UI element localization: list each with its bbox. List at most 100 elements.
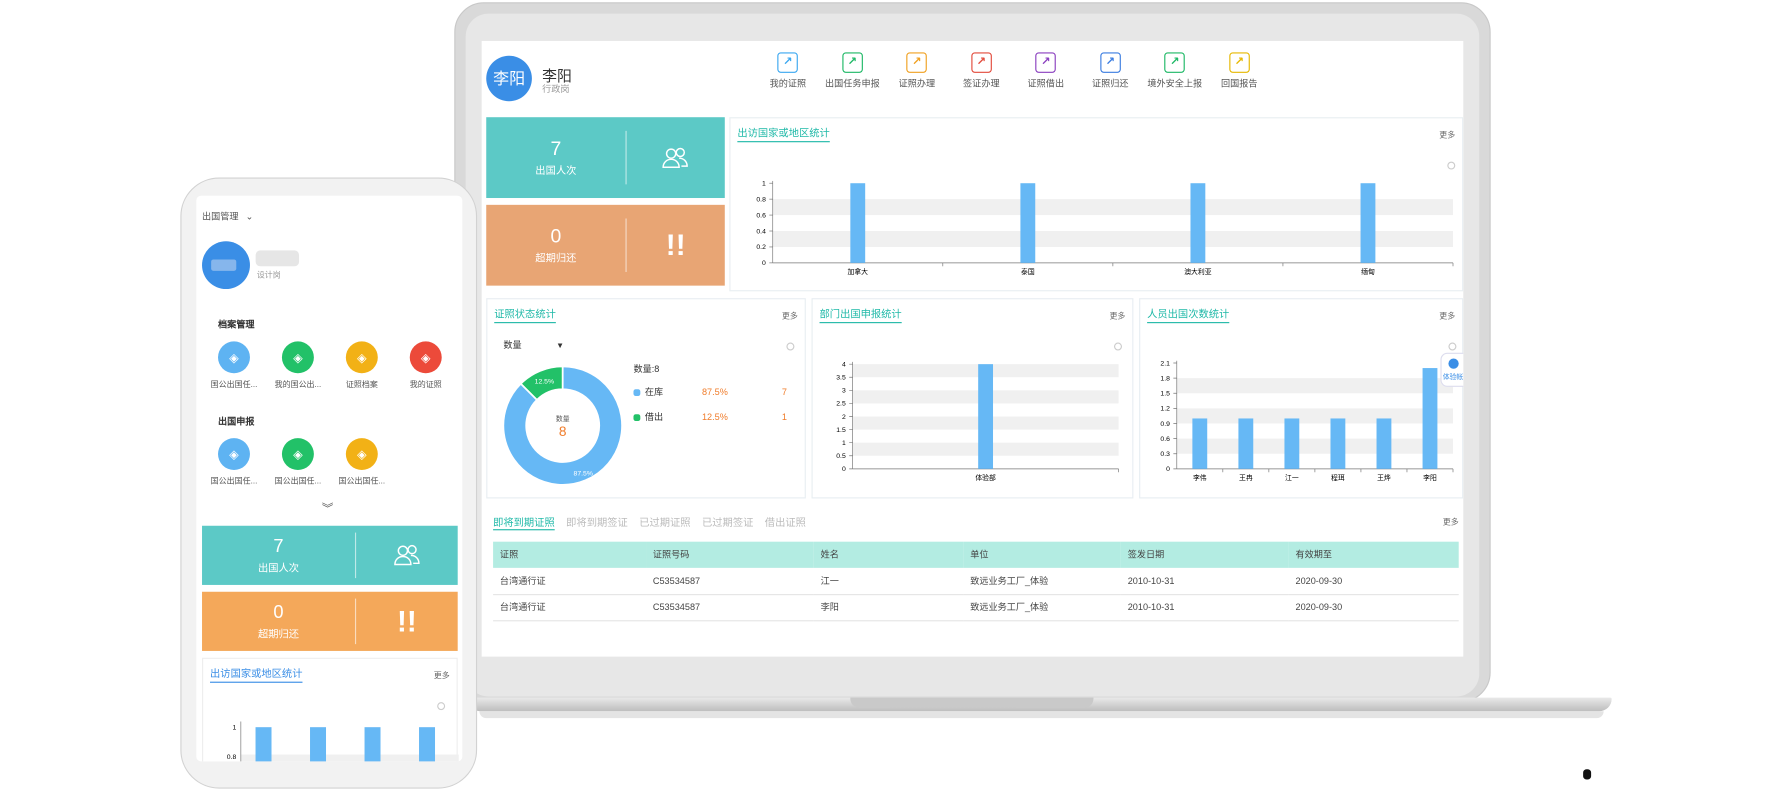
double-chevron-down-icon[interactable]: ︾ — [321, 502, 334, 516]
y-tick-label: 4 — [842, 361, 846, 368]
y-tick-label: 1 — [762, 181, 766, 188]
quick-nav-item[interactable]: ↗ 境外安全上报 — [1143, 52, 1207, 90]
quick-nav-item[interactable]: ↗ 出国任务申报 — [820, 52, 884, 90]
cert-status-title[interactable]: 证照状态统计 — [494, 306, 556, 324]
quick-nav-label: 证照办理 — [898, 78, 936, 89]
y-tick-label: 0 — [842, 466, 846, 473]
x-tick-label: 王冉 — [1239, 473, 1253, 482]
bar — [310, 727, 327, 762]
phone-avatar[interactable] — [202, 241, 250, 290]
table-tab[interactable]: 借出证照 — [764, 516, 806, 529]
cert-donut-chart: 87.5% 12.5% 数量8 — [502, 365, 623, 486]
x-tick-label: 李阳 — [1423, 473, 1437, 482]
bar — [1238, 418, 1254, 469]
quick-nav-label: 境外安全上报 — [1147, 78, 1203, 89]
dept-chart-title[interactable]: 部门出国申报统计 — [819, 306, 902, 324]
y-tick-label: 0.8 — [756, 196, 766, 203]
quick-nav-item[interactable]: ↗ 签证办理 — [949, 52, 1013, 90]
bar — [1360, 183, 1376, 263]
overdue-tile[interactable]: 0 超期归还 !! — [486, 204, 725, 286]
trips-label: 出国人次 — [535, 165, 577, 177]
phone-overdue-tile[interactable]: 0 超期归还 !! — [202, 591, 458, 651]
trend-up-icon: ↗ — [1164, 52, 1186, 73]
cert-more-link[interactable]: 更多 — [781, 312, 798, 321]
quick-nav-item[interactable]: ↗ 回国报告 — [1207, 52, 1271, 90]
table-cell: C53534587 — [646, 594, 814, 621]
table-cell: 致远业务工厂_体验 — [963, 594, 1121, 621]
table-row[interactable]: 台湾通行证 C53534587 李阳 致远业务工厂_体验 2010-10-31 2020-… — [493, 594, 1459, 621]
column-header[interactable]: 姓名 — [813, 541, 964, 568]
phone-app-item[interactable]: ◈ 国公出国任... — [202, 438, 266, 487]
grid-band — [240, 754, 459, 762]
trend-up-icon: ↗ — [906, 52, 928, 73]
phone-trips-count: 7 — [273, 536, 284, 556]
table-row[interactable]: 台湾通行证 C53534587 江一 致远业务工厂_体验 2010-10-31 2020-… — [493, 567, 1459, 595]
layers-icon: ◈ — [281, 341, 314, 374]
quick-nav-label: 签证办理 — [963, 78, 1000, 89]
metric-dropdown[interactable]: 数量 ▼ — [503, 339, 564, 352]
column-header[interactable]: 有效期至 — [1288, 541, 1459, 568]
phone-trips-tile[interactable]: 7 出国人次 — [202, 525, 458, 585]
phone-app-item[interactable]: ◈ 证照档案 — [330, 341, 394, 390]
layers-icon: ◈ — [218, 438, 250, 470]
quick-nav: ↗ 我的证照 ↗ 出国任务申报 ↗ 证照办理 ↗ 签证办理 ↗ 证照借出 ↗ 证照归还 ↗ 境外安全上报 ↗… — [756, 52, 1272, 90]
table-cell: 江一 — [813, 567, 964, 595]
trend-up-icon: ↗ — [971, 52, 992, 73]
phone-app-item[interactable]: ◈ 我的国公出... — [266, 341, 330, 390]
country-more-link[interactable]: 更多 — [1439, 132, 1456, 140]
side-experience-tab[interactable]: 体验帐 — [1440, 352, 1464, 387]
phone-card-title[interactable]: 出访国家或地区统计 — [210, 666, 303, 683]
y-tick-label: 0 — [1166, 466, 1170, 473]
quick-nav-label: 证照归还 — [1092, 78, 1129, 89]
column-header[interactable]: 单位 — [963, 541, 1121, 568]
phone-bar-chart: 10.8 — [227, 721, 459, 762]
quick-nav-item[interactable]: ↗ 证照办理 — [885, 52, 949, 90]
laptop-base-shadow — [479, 711, 1604, 719]
info-icon[interactable] — [1447, 161, 1456, 170]
country-chart-title[interactable]: 出访国家或地区统计 — [737, 125, 830, 143]
phone-overdue-label: 超期归还 — [257, 627, 300, 639]
legend-swatch — [633, 413, 641, 421]
legend-item[interactable]: 借出 12.5% 1 — [633, 411, 793, 424]
table-tab[interactable]: 即将到期签证 — [566, 516, 628, 529]
table-tab[interactable]: 已过期证照 — [639, 516, 691, 529]
avatar[interactable]: 李阳 — [486, 55, 532, 102]
table-tab[interactable]: 已过期签证 — [702, 516, 754, 529]
y-tick-label: 1.5 — [1160, 391, 1170, 398]
x-tick-label: 澳大利亚 — [1184, 267, 1212, 276]
phone-more-link[interactable]: 更多 — [433, 672, 450, 681]
x-tick-label: 体验部 — [975, 473, 996, 482]
table-tab[interactable]: 即将到期证照 — [493, 514, 555, 531]
dept-more-link[interactable]: 更多 — [1109, 312, 1126, 321]
overdue-count: 0 — [550, 225, 562, 247]
legend-item[interactable]: 在库 87.5% 7 — [633, 386, 793, 399]
column-header[interactable]: 证照 — [493, 541, 647, 568]
info-icon[interactable] — [1448, 342, 1457, 351]
metric-dropdown-value: 数量 — [503, 340, 522, 351]
info-icon[interactable] — [437, 702, 446, 711]
quick-nav-item[interactable]: ↗ 证照借出 — [1014, 52, 1078, 90]
person-chart-title[interactable]: 人员出国次数统计 — [1147, 306, 1230, 324]
phone-app-item[interactable]: ◈ 国公出国任... — [266, 438, 330, 487]
phone-app-item[interactable]: ◈ 我的证照 — [394, 341, 458, 390]
phone-app-label: 国公出国任... — [274, 477, 322, 486]
phone-app-item[interactable]: ◈ 国公出国任... — [330, 438, 394, 487]
x-tick-label: 加拿大 — [848, 267, 869, 276]
bar — [1422, 368, 1438, 469]
y-tick-label: 0.6 — [756, 212, 766, 219]
cert-status-card: 证照状态统计 更多 数量 ▼ 87.5% 12.5% 数量 8 数量:8 在库 87.5… — [486, 298, 806, 499]
phone-app-item[interactable]: ◈ 国公出国任... — [202, 341, 266, 390]
info-icon[interactable] — [786, 342, 795, 351]
phone-menu[interactable]: 出国管理 ⌄ — [202, 211, 253, 224]
quick-nav-item[interactable]: ↗ 证照归还 — [1078, 52, 1142, 90]
table-more-link[interactable]: 更多 — [1442, 518, 1459, 527]
column-header[interactable]: 证照号码 — [646, 541, 814, 568]
column-header[interactable]: 签发日期 — [1120, 541, 1289, 568]
quick-nav-item[interactable]: ↗ 我的证照 — [756, 52, 820, 90]
phone-trips-stat: 7 出国人次 — [202, 532, 357, 579]
trend-up-icon: ↗ — [842, 52, 863, 73]
info-icon[interactable] — [1114, 342, 1122, 351]
person-more-link[interactable]: 更多 — [1439, 312, 1456, 321]
donut-center-label: 数量 — [556, 414, 570, 423]
trips-tile[interactable]: 7 出国人次 — [486, 117, 725, 199]
